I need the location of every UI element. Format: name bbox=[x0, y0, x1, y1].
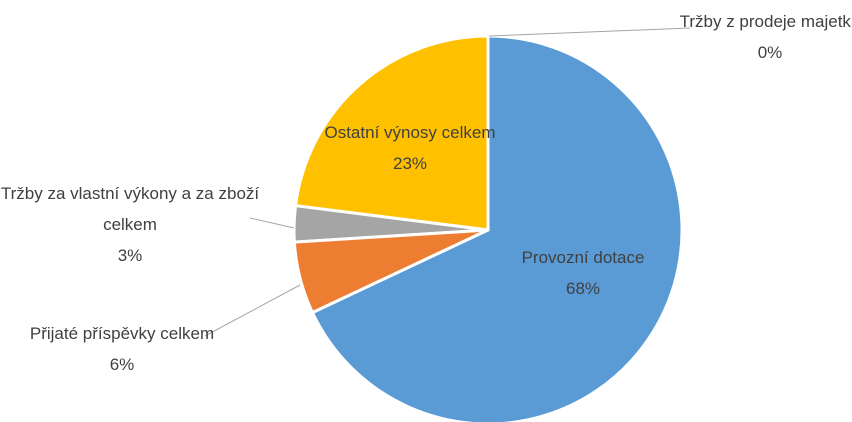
data-label: Přijaté příspěvky celkem 6% bbox=[22, 318, 222, 380]
leader-line bbox=[488, 27, 691, 37]
data-label: Provozní dotace 68% bbox=[483, 242, 683, 304]
leader-line bbox=[204, 284, 301, 337]
value-label: 6% bbox=[109, 355, 135, 374]
data-label: Tržby z prodeje majetku 0% bbox=[675, 6, 852, 68]
value-label: 3% bbox=[117, 246, 143, 265]
category-label: Ostatní výnosy celkem bbox=[324, 123, 496, 142]
pie-slice bbox=[293, 34, 490, 232]
value-label: 68% bbox=[565, 279, 601, 298]
data-label: Tržby za vlastní výkony a za zboží celke… bbox=[0, 178, 260, 271]
data-label: Ostatní výnosy celkem 23% bbox=[315, 117, 505, 179]
value-label: 0% bbox=[757, 43, 783, 62]
category-label: Provozní dotace bbox=[521, 248, 645, 267]
category-label: Tržby z prodeje majetku bbox=[679, 12, 852, 31]
category-label: Přijaté příspěvky celkem bbox=[29, 324, 215, 343]
category-label: Tržby za vlastní výkony a za zboží celke… bbox=[0, 184, 260, 234]
value-label: 23% bbox=[392, 154, 428, 173]
pie-slice bbox=[310, 34, 684, 422]
leader-line bbox=[249, 217, 295, 229]
